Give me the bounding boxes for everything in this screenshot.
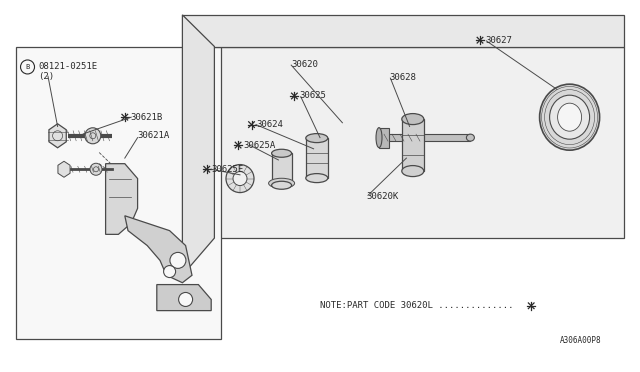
Circle shape <box>90 163 102 175</box>
Text: 30624: 30624 <box>257 120 284 129</box>
Text: 30620K: 30620K <box>366 192 398 201</box>
Text: 30621B: 30621B <box>130 113 162 122</box>
Bar <box>402 119 424 171</box>
Bar <box>306 138 328 178</box>
Ellipse shape <box>269 178 294 188</box>
Text: 30621A: 30621A <box>138 131 170 140</box>
Bar <box>214 46 624 238</box>
Polygon shape <box>125 216 192 283</box>
Polygon shape <box>182 15 214 275</box>
Text: 30628: 30628 <box>389 73 416 81</box>
Ellipse shape <box>540 84 600 150</box>
Text: 30625A: 30625A <box>243 141 275 150</box>
Polygon shape <box>157 285 211 311</box>
Polygon shape <box>58 161 70 177</box>
Text: 08121-0251E: 08121-0251E <box>38 62 97 71</box>
Ellipse shape <box>550 95 589 139</box>
Ellipse shape <box>306 134 328 142</box>
Circle shape <box>226 164 254 193</box>
Bar <box>16 46 221 339</box>
Ellipse shape <box>306 174 328 183</box>
Ellipse shape <box>271 181 292 189</box>
Bar <box>379 128 389 148</box>
Text: A306A00P8: A306A00P8 <box>560 336 602 345</box>
Bar <box>384 134 470 141</box>
Bar <box>271 153 292 185</box>
Polygon shape <box>182 15 624 46</box>
Ellipse shape <box>467 134 474 141</box>
Text: B: B <box>26 64 29 70</box>
Text: 30625: 30625 <box>300 92 326 100</box>
Polygon shape <box>106 164 138 234</box>
Ellipse shape <box>376 128 382 148</box>
Ellipse shape <box>271 149 292 157</box>
Text: 30620: 30620 <box>291 60 318 69</box>
Text: 30627: 30627 <box>485 36 512 45</box>
Polygon shape <box>49 124 67 148</box>
Circle shape <box>164 266 175 278</box>
Circle shape <box>170 252 186 269</box>
Ellipse shape <box>402 166 424 177</box>
Circle shape <box>233 171 247 186</box>
Ellipse shape <box>557 103 582 131</box>
Text: NOTE:PART CODE 30620L ..............: NOTE:PART CODE 30620L .............. <box>320 301 513 310</box>
Circle shape <box>84 128 101 144</box>
Circle shape <box>179 292 193 307</box>
Ellipse shape <box>402 113 424 125</box>
Text: (2): (2) <box>38 72 54 81</box>
Text: 30625E: 30625E <box>212 165 244 174</box>
